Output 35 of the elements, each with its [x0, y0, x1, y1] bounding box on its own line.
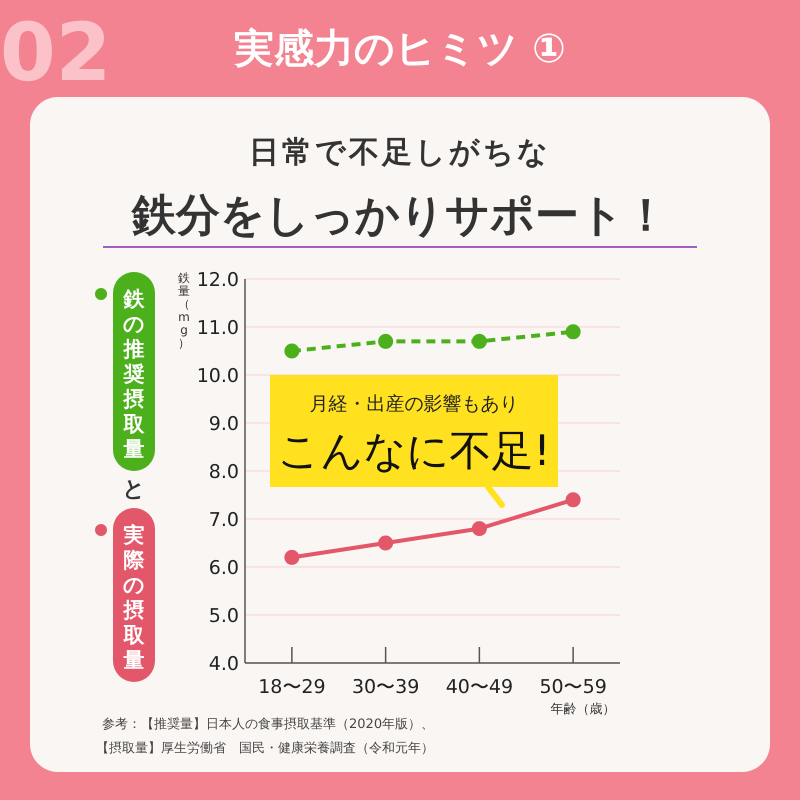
text: と	[122, 477, 146, 502]
y-tick-label: 5.0	[208, 605, 239, 627]
chart-subtitle: 日常で不足しがちな	[249, 135, 551, 170]
y-tick-label: 4.0	[208, 653, 239, 675]
point	[472, 334, 487, 349]
x-tick-label: 30〜39	[352, 676, 420, 698]
text: 【摂取量】厚生労働省 国民・健康栄養調査（令和元年）	[96, 741, 434, 756]
y-tick-label: 8.0	[208, 461, 239, 483]
text: 02	[0, 6, 112, 99]
y-axis-title: 鉄量（mg）	[178, 271, 190, 350]
legend-label: 実際の摂取量	[122, 523, 146, 672]
point	[472, 521, 487, 536]
legend-label: 鉄の推奨摂取量	[122, 287, 146, 461]
y-tick-label: 10.0	[196, 365, 239, 387]
text: 参考：【推奨量】日本人の食事摂取基準（2020年版）、	[102, 717, 434, 732]
x-axis-title: 年齢（歳）	[550, 702, 616, 717]
point	[378, 334, 394, 349]
y-tick-label: 7.0	[208, 509, 239, 531]
point	[284, 550, 300, 565]
y-tick-label: 9.0	[208, 413, 239, 435]
annotation: 月経・出産の影響もあり	[310, 393, 518, 415]
chart-title: 実感力のヒミツ ①	[233, 26, 566, 72]
x-tick-label: 18〜29	[258, 676, 326, 698]
x-tick-label: 40〜49	[446, 676, 514, 698]
point	[566, 324, 581, 340]
annotation: こんなに不足!	[278, 426, 550, 475]
y-tick-label: 12.0	[196, 269, 239, 291]
text: 鉄分をしっかりサポート！	[131, 190, 668, 241]
y-tick-label: 6.0	[208, 557, 239, 579]
y-tick-label: 11.0	[196, 317, 239, 339]
point	[284, 344, 300, 358]
point	[378, 536, 394, 550]
x-tick-label: 50〜59	[539, 676, 607, 698]
callout: 月経・出産の影響もあり こんなに不足!	[270, 375, 558, 508]
point	[566, 492, 581, 508]
